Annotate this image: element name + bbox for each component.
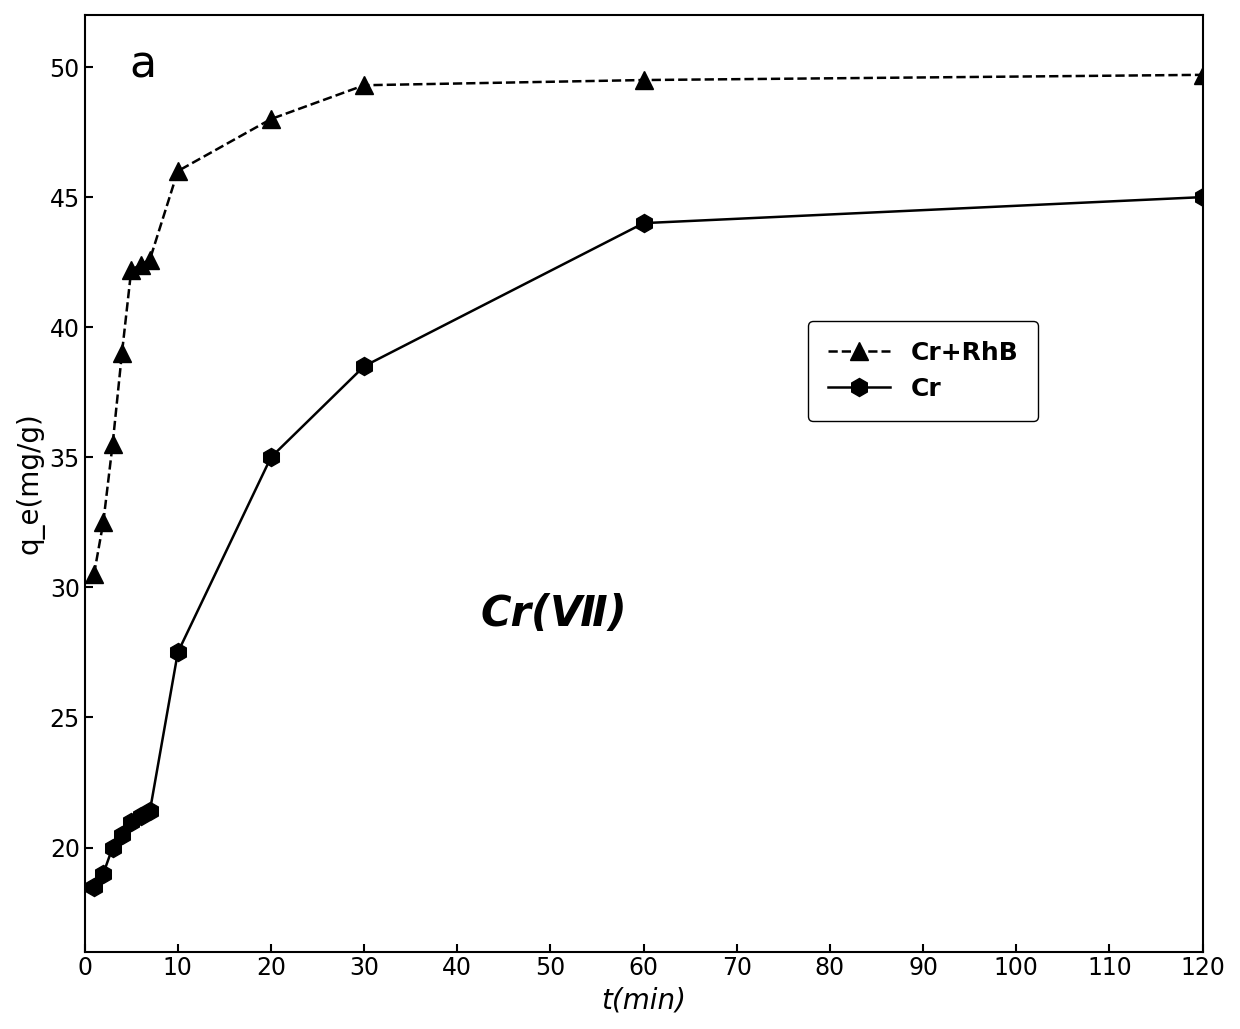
Cr+RhB bbox=[143, 253, 157, 265]
Y-axis label: q_e(mg/g): q_e(mg/g) bbox=[15, 413, 43, 555]
Text: Cr(Ⅶ): Cr(Ⅶ) bbox=[481, 594, 627, 636]
Line: Cr+RhB: Cr+RhB bbox=[86, 66, 1211, 583]
Line: Cr: Cr bbox=[86, 188, 1211, 895]
Cr+RhB bbox=[114, 347, 129, 359]
Text: a: a bbox=[129, 43, 156, 86]
Cr+RhB bbox=[124, 263, 139, 276]
Cr bbox=[114, 828, 129, 841]
Cr bbox=[143, 805, 157, 817]
Cr+RhB bbox=[357, 79, 372, 92]
Cr bbox=[357, 360, 372, 372]
Cr+RhB bbox=[170, 165, 185, 177]
X-axis label: t(min): t(min) bbox=[601, 986, 686, 1014]
Legend: Cr+RhB, Cr: Cr+RhB, Cr bbox=[808, 321, 1038, 421]
Cr bbox=[133, 810, 148, 822]
Cr+RhB bbox=[105, 438, 120, 451]
Cr bbox=[95, 867, 110, 880]
Cr+RhB bbox=[87, 568, 102, 580]
Cr bbox=[124, 815, 139, 827]
Cr+RhB bbox=[133, 258, 148, 271]
Cr bbox=[636, 217, 651, 229]
Cr bbox=[105, 842, 120, 854]
Cr bbox=[264, 451, 279, 463]
Cr bbox=[1195, 191, 1210, 204]
Cr bbox=[87, 881, 102, 893]
Cr+RhB bbox=[264, 113, 279, 126]
Cr bbox=[170, 646, 185, 659]
Cr+RhB bbox=[636, 74, 651, 86]
Cr+RhB bbox=[1195, 69, 1210, 81]
Cr+RhB bbox=[95, 517, 110, 529]
